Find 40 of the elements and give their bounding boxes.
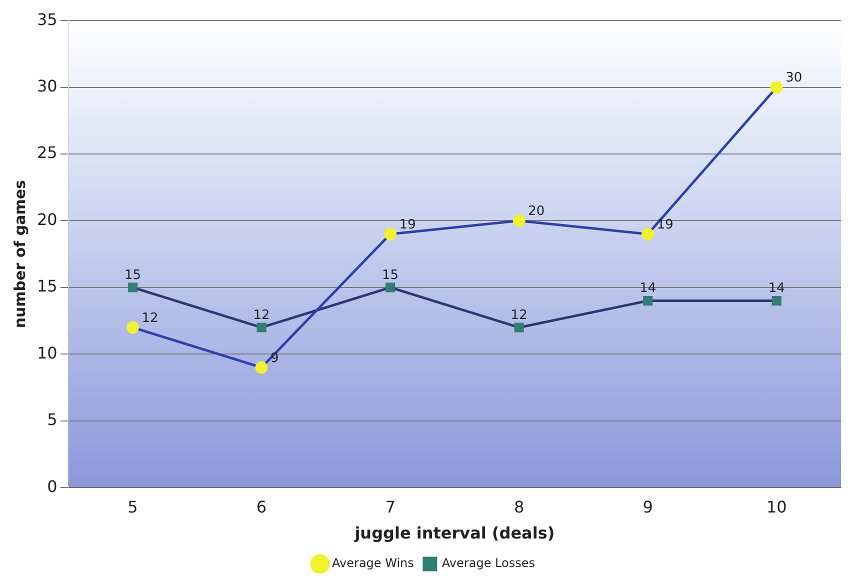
x-tick-label: 9 xyxy=(642,497,653,516)
point xyxy=(770,81,783,94)
data-label: 15 xyxy=(124,268,142,283)
x-tick-label: 6 xyxy=(256,497,267,516)
legend-label: Average Wins xyxy=(332,556,414,570)
data-label: 19 xyxy=(399,217,416,232)
point xyxy=(772,296,782,306)
point xyxy=(642,228,654,240)
y-tick-label: 25 xyxy=(37,143,58,162)
x-tick-label: 8 xyxy=(514,497,524,516)
y-tick-label: 15 xyxy=(37,276,58,296)
point xyxy=(255,361,268,374)
y-tick-label: 35 xyxy=(37,10,58,29)
data-label: 19 xyxy=(656,217,674,232)
y-tick-label: 30 xyxy=(37,76,58,96)
x-tick-label: 7 xyxy=(385,497,396,516)
data-label: 20 xyxy=(528,204,545,220)
point xyxy=(256,322,266,332)
data-label: 12 xyxy=(142,310,158,326)
point xyxy=(386,282,396,292)
data-label: 12 xyxy=(253,308,270,323)
y-tick-label: 0 xyxy=(47,476,58,496)
data-label: 30 xyxy=(786,70,802,86)
data-label: 9 xyxy=(270,350,279,366)
point xyxy=(512,214,526,227)
point xyxy=(643,296,653,306)
point xyxy=(128,282,138,292)
point xyxy=(514,322,524,332)
data-label: 15 xyxy=(382,268,399,283)
x-tick-label: 10 xyxy=(766,497,787,516)
data-label: 12 xyxy=(510,308,528,323)
y-axis-title: number of games xyxy=(10,180,29,328)
y-tick-label: 20 xyxy=(37,210,58,229)
y-tick-label: 10 xyxy=(37,343,58,362)
x-axis-title: juggle interval (deals) xyxy=(354,524,555,543)
point xyxy=(126,321,139,334)
x-tick-label: 5 xyxy=(128,497,138,516)
y-tick-label: 5 xyxy=(47,410,58,430)
point xyxy=(384,228,397,240)
legend-label: Average Losses xyxy=(442,556,535,570)
